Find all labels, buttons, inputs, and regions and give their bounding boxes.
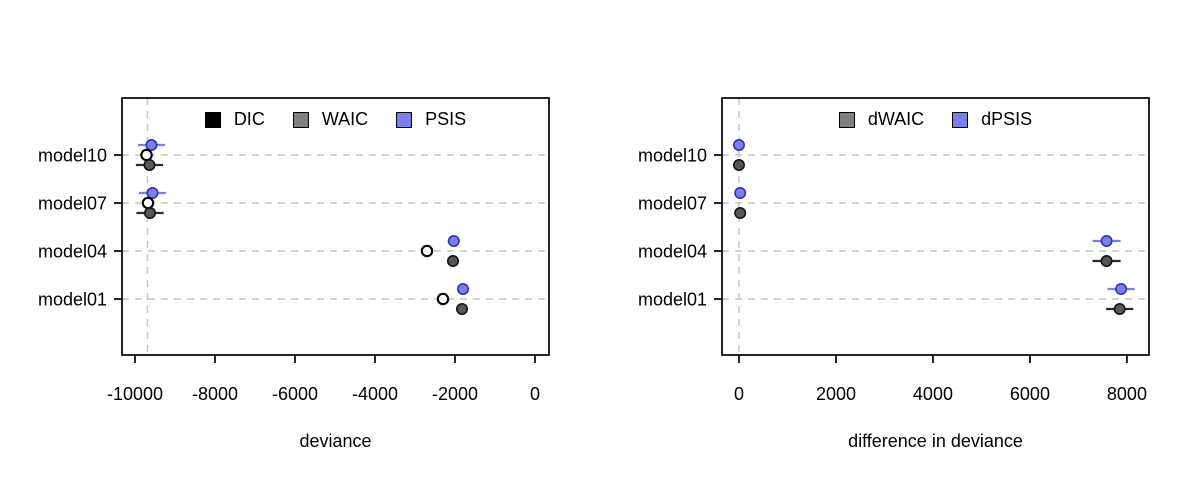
- legend-label: PSIS: [425, 109, 467, 129]
- data-point-psis: [456, 282, 469, 295]
- x-tick-label: 0: [734, 384, 744, 404]
- x-axis-title-right: difference in deviance: [848, 431, 1023, 451]
- data-point-waic: [455, 302, 468, 315]
- panel-left: model10 model07 model04 model01 -10000 -8000 -…: [38, 97, 550, 404]
- legend-item-dpsis: dPSIS: [952, 109, 1032, 130]
- data-point-dic: [140, 148, 153, 162]
- data-point-dic: [420, 244, 434, 258]
- data-point-waic: [144, 207, 157, 220]
- data-point-dwaic: [732, 159, 745, 172]
- panel-border: [121, 97, 550, 356]
- legend-swatch-icon: [838, 111, 855, 128]
- legend-swatch-icon: [292, 111, 309, 128]
- legend-item-psis: PSIS: [396, 109, 466, 130]
- legend-label: dWAIC: [867, 109, 925, 129]
- data-point-dwaic: [1113, 302, 1126, 315]
- data-point-dpsis: [1115, 282, 1128, 295]
- data-point-dpsis: [1100, 235, 1113, 248]
- data-point-waic: [446, 255, 459, 268]
- panel-right: model10 model07 model04 model01 0 2000 4000 600…: [638, 97, 1150, 404]
- x-tick-label: 6000: [1010, 384, 1050, 404]
- x-tick-label: -10000: [107, 384, 163, 404]
- legend-item-dic: DIC: [204, 109, 265, 130]
- data-point-dpsis: [734, 187, 747, 200]
- y-axis-label: model07: [38, 194, 107, 214]
- legend-swatch-icon: [952, 111, 969, 128]
- y-axis-label: model01: [38, 290, 107, 310]
- legend-swatch-icon: [396, 111, 413, 128]
- legend-item-dwaic: dWAIC: [838, 109, 925, 130]
- legend-item-waic: WAIC: [292, 109, 369, 130]
- data-point-psis: [447, 235, 460, 248]
- data-point-dpsis: [732, 139, 745, 152]
- data-point-dic: [141, 196, 155, 210]
- x-tick-label: 4000: [913, 384, 953, 404]
- data-point-waic: [143, 159, 156, 172]
- x-tick-label: -4000: [352, 384, 398, 404]
- x-tick-label: 8000: [1107, 384, 1147, 404]
- panel-border: [721, 97, 1150, 356]
- data-point-dwaic: [1100, 255, 1113, 268]
- legend-swatch-icon: [204, 111, 221, 128]
- data-point-dwaic: [734, 207, 747, 220]
- data-point-psis: [146, 187, 159, 200]
- legend-label: dPSIS: [981, 109, 1033, 129]
- x-tick-label: 2000: [816, 384, 856, 404]
- data-point-dic: [436, 292, 450, 306]
- y-axis-label: model04: [38, 242, 107, 262]
- x-axis-title-left: deviance: [299, 431, 372, 451]
- y-axis-label: model04: [638, 242, 707, 262]
- y-axis-label: model01: [638, 290, 707, 310]
- y-axis-label: model10: [38, 146, 107, 166]
- legend-deviance: DIC WAIC PSIS: [122, 109, 549, 130]
- x-tick-label: -8000: [192, 384, 238, 404]
- y-axis-label: model10: [638, 146, 707, 166]
- y-axis-label: model07: [638, 194, 707, 214]
- x-tick-label: -6000: [272, 384, 318, 404]
- x-tick-label: 0: [530, 384, 540, 404]
- x-tick-label: -2000: [432, 384, 478, 404]
- legend-difference: dWAIC dPSIS: [722, 109, 1149, 130]
- legend-label: WAIC: [321, 109, 369, 129]
- data-point-psis: [145, 139, 158, 152]
- legend-label: DIC: [233, 109, 265, 129]
